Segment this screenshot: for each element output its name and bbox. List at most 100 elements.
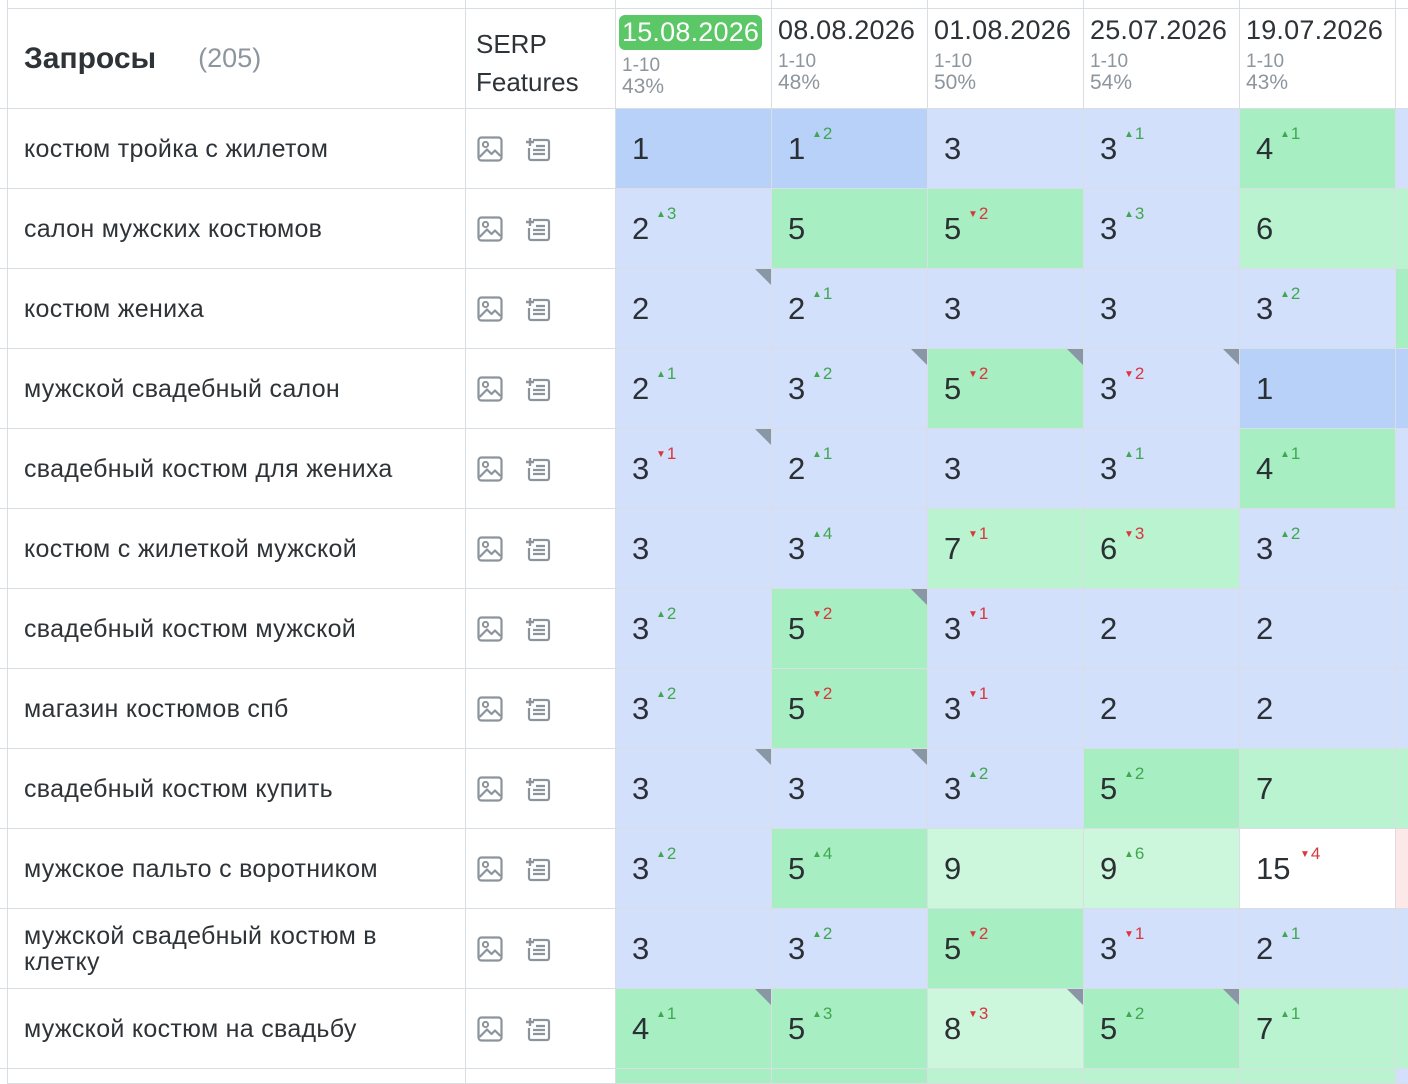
- featured-snippet-icon[interactable]: [524, 615, 552, 643]
- image-icon[interactable]: [476, 535, 504, 563]
- position-cell[interactable]: 2 ▲1: [772, 269, 928, 349]
- featured-snippet-icon[interactable]: [524, 375, 552, 403]
- position-cell[interactable]: 3: [1084, 269, 1240, 349]
- date-label[interactable]: 25.07.2026: [1090, 15, 1228, 45]
- position-cell[interactable]: 2 ▲3: [616, 189, 772, 269]
- position-cell[interactable]: 2: [1240, 589, 1396, 669]
- position-cell[interactable]: 5 ▲2: [1084, 989, 1240, 1069]
- featured-snippet-icon[interactable]: [524, 775, 552, 803]
- query-text[interactable]: мужской костюм на свадьбу: [8, 989, 466, 1069]
- date-label[interactable]: 01.08.2026: [934, 15, 1072, 45]
- date-label[interactable]: 08.08.2026: [778, 15, 916, 45]
- query-text[interactable]: мужской свадебный костюм в клетку: [8, 909, 466, 989]
- position-cell[interactable]: 5 ▼2: [928, 909, 1084, 989]
- query-text[interactable]: свадебный костюм купить: [8, 749, 466, 829]
- next-position-cell[interactable]: [1396, 749, 1408, 829]
- position-cell[interactable]: 4 ▲1: [1240, 109, 1396, 189]
- position-cell[interactable]: 8 ▼3: [928, 989, 1084, 1069]
- date-label[interactable]: 15.08.2026: [619, 15, 763, 50]
- query-text[interactable]: мужской свадебный салон: [8, 349, 466, 429]
- position-cell[interactable]: 3 ▲2: [616, 589, 772, 669]
- position-cell[interactable]: 1: [616, 109, 772, 189]
- position-cell[interactable]: 2: [616, 269, 772, 349]
- position-cell[interactable]: 4 ▲1: [1240, 429, 1396, 509]
- note-corner-marker[interactable]: [1067, 989, 1083, 1005]
- position-cell[interactable]: 6: [1240, 189, 1396, 269]
- note-corner-marker[interactable]: [755, 269, 771, 285]
- featured-snippet-icon[interactable]: [524, 695, 552, 723]
- note-corner-marker[interactable]: [1223, 349, 1239, 365]
- position-cell[interactable]: 3 ▲2: [772, 349, 928, 429]
- position-cell[interactable]: 1 ▲2: [772, 109, 928, 189]
- featured-snippet-icon[interactable]: [524, 935, 552, 963]
- position-cell[interactable]: 9: [928, 829, 1084, 909]
- position-cell[interactable]: 5 ▲2: [1084, 749, 1240, 829]
- position-cell[interactable]: 5 ▼2: [772, 589, 928, 669]
- note-corner-marker[interactable]: [911, 749, 927, 765]
- note-corner-marker[interactable]: [911, 349, 927, 365]
- date-header[interactable]: 01.08.2026 1-10 50%: [928, 9, 1084, 109]
- next-position-cell[interactable]: [1396, 909, 1408, 989]
- date-header[interactable]: 08.08.2026 1-10 48%: [772, 9, 928, 109]
- position-cell[interactable]: 3 ▼1: [1084, 909, 1240, 989]
- position-cell[interactable]: 2: [1240, 669, 1396, 749]
- image-icon[interactable]: [476, 375, 504, 403]
- next-position-cell[interactable]: [1396, 509, 1408, 589]
- note-corner-marker[interactable]: [911, 589, 927, 605]
- position-cell[interactable]: 5 ▼2: [928, 349, 1084, 429]
- position-cell[interactable]: 3 ▲1: [1084, 109, 1240, 189]
- featured-snippet-icon[interactable]: [524, 455, 552, 483]
- position-cell[interactable]: 5 ▼2: [772, 669, 928, 749]
- query-text[interactable]: мужское пальто с воротником: [8, 829, 466, 909]
- date-header[interactable]: 19.07.2026 1-10 43%: [1240, 9, 1396, 109]
- image-icon[interactable]: [476, 455, 504, 483]
- date-header[interactable]: 15.08.2026 1-10 43%: [616, 9, 772, 109]
- query-text[interactable]: магазин костюмов спб: [8, 669, 466, 749]
- position-cell[interactable]: 3 ▼1: [616, 429, 772, 509]
- next-position-cell[interactable]: [1396, 589, 1408, 669]
- next-date-header[interactable]: [1396, 9, 1408, 109]
- position-cell[interactable]: 2 ▲1: [1240, 909, 1396, 989]
- query-text[interactable]: свадебный костюм мужской: [8, 589, 466, 669]
- queries-header[interactable]: Запросы (205): [8, 9, 466, 109]
- position-cell[interactable]: 2 ▲1: [616, 349, 772, 429]
- next-position-cell[interactable]: [1396, 429, 1408, 509]
- next-position-cell[interactable]: [1396, 269, 1408, 349]
- position-cell[interactable]: 5 ▲3: [772, 989, 928, 1069]
- query-text[interactable]: костюм жениха: [8, 269, 466, 349]
- position-cell[interactable]: 5 ▼2: [928, 189, 1084, 269]
- position-cell[interactable]: 3 ▲1: [1084, 429, 1240, 509]
- position-cell[interactable]: 15 ▼4: [1240, 829, 1396, 909]
- next-position-cell[interactable]: [1396, 189, 1408, 269]
- note-corner-marker[interactable]: [755, 749, 771, 765]
- position-cell[interactable]: 7 ▲1: [1240, 989, 1396, 1069]
- position-cell[interactable]: 2 ▲1: [772, 429, 928, 509]
- image-icon[interactable]: [476, 615, 504, 643]
- position-cell[interactable]: 3: [928, 269, 1084, 349]
- image-icon[interactable]: [476, 935, 504, 963]
- position-cell[interactable]: 7 ▼1: [928, 509, 1084, 589]
- image-icon[interactable]: [476, 855, 504, 883]
- next-position-cell[interactable]: [1396, 829, 1408, 909]
- note-corner-marker[interactable]: [755, 429, 771, 445]
- position-cell[interactable]: 7: [1240, 749, 1396, 829]
- position-cell[interactable]: 2: [1084, 669, 1240, 749]
- position-cell[interactable]: 3 ▲2: [616, 829, 772, 909]
- featured-snippet-icon[interactable]: [524, 1015, 552, 1043]
- position-cell[interactable]: 2: [1084, 589, 1240, 669]
- position-cell[interactable]: 3 ▲3: [1084, 189, 1240, 269]
- query-text[interactable]: костюм с жилеткой мужской: [8, 509, 466, 589]
- next-position-cell[interactable]: [1396, 669, 1408, 749]
- note-corner-marker[interactable]: [1067, 349, 1083, 365]
- date-header[interactable]: 25.07.2026 1-10 54%: [1084, 9, 1240, 109]
- image-icon[interactable]: [476, 775, 504, 803]
- featured-snippet-icon[interactable]: [524, 295, 552, 323]
- image-icon[interactable]: [476, 1015, 504, 1043]
- position-cell[interactable]: 3: [616, 509, 772, 589]
- query-text[interactable]: салон мужских костюмов: [8, 189, 466, 269]
- position-cell[interactable]: 4 ▲1: [616, 989, 772, 1069]
- image-icon[interactable]: [476, 135, 504, 163]
- featured-snippet-icon[interactable]: [524, 215, 552, 243]
- position-cell[interactable]: 5: [772, 189, 928, 269]
- next-position-cell[interactable]: [1396, 109, 1408, 189]
